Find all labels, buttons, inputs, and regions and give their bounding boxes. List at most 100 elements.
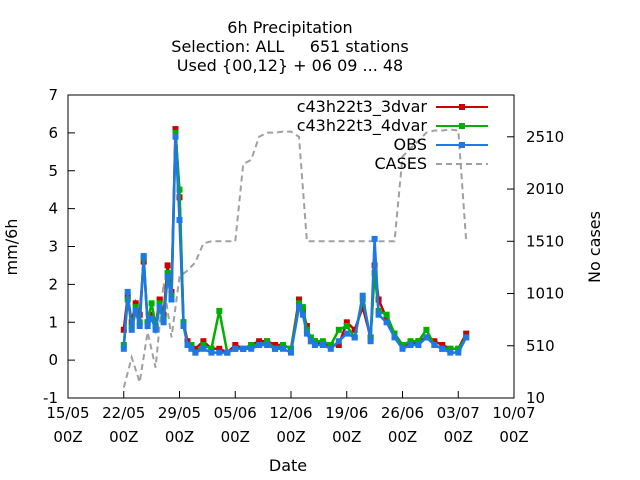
x-tick-hour: 00Z	[499, 428, 528, 446]
x-tick-date: 03/07	[437, 404, 480, 422]
data-point	[156, 300, 163, 307]
data-point	[415, 338, 422, 345]
series-cases	[122, 128, 468, 388]
data-point	[296, 300, 302, 307]
y-tick-label: 3	[48, 238, 58, 256]
x-tick-hour: 00Z	[165, 428, 194, 446]
data-point	[307, 334, 314, 341]
y-tick-label: 5	[48, 162, 58, 180]
data-point	[156, 304, 163, 311]
data-point	[319, 342, 326, 348]
x-tick-date: 10/07	[492, 404, 535, 422]
x-tick-hour: 00Z	[221, 428, 250, 446]
data-point	[359, 292, 366, 299]
legend-marker	[459, 123, 465, 129]
data-point	[407, 342, 414, 348]
y-tick-label: 1	[48, 313, 58, 331]
data-point	[136, 323, 143, 329]
x-axis-label: Date	[269, 456, 307, 475]
data-point	[240, 345, 247, 352]
y2-tick-label: 1510	[526, 232, 564, 250]
data-point	[343, 330, 350, 337]
x-tick-date: 05/06	[214, 404, 257, 422]
data-point	[256, 338, 263, 345]
data-point	[120, 326, 127, 333]
y-axis-label: mm/6h	[2, 219, 21, 276]
data-point	[439, 345, 446, 352]
legend-label: OBS	[394, 135, 427, 154]
data-point	[343, 319, 350, 326]
chart-title-line-1: 6h Precipitation	[227, 18, 352, 37]
data-point	[264, 338, 271, 345]
data-point	[463, 334, 470, 341]
data-point	[172, 133, 179, 140]
data-point	[375, 311, 382, 318]
data-point	[128, 326, 135, 333]
data-point	[391, 334, 398, 341]
x-tick-hour: 00Z	[53, 428, 82, 446]
data-point	[296, 304, 302, 311]
data-point	[351, 326, 358, 333]
data-point	[188, 342, 195, 348]
x-tick-hour: 00Z	[109, 428, 138, 446]
x-tick-hour: 00Z	[444, 428, 473, 446]
data-point	[188, 345, 195, 352]
data-point	[200, 342, 207, 348]
data-point	[335, 326, 342, 333]
data-point	[248, 345, 255, 352]
legend-label: CASES	[374, 154, 427, 173]
x-tick-hour: 00Z	[332, 428, 361, 446]
data-point	[311, 342, 318, 348]
data-point	[371, 235, 378, 242]
data-point	[224, 349, 231, 356]
data-point	[184, 342, 191, 348]
data-point	[160, 319, 167, 326]
data-point	[359, 304, 366, 311]
data-point	[272, 342, 279, 348]
data-point	[216, 345, 223, 352]
data-point	[319, 338, 326, 345]
data-point	[148, 300, 155, 307]
data-point	[232, 345, 239, 352]
data-point	[200, 338, 207, 345]
data-point	[351, 334, 358, 341]
data-point	[176, 217, 183, 223]
data-point	[132, 307, 139, 314]
x-tick-date: 26/06	[381, 404, 424, 422]
data-point	[327, 345, 334, 352]
data-point	[367, 338, 374, 345]
data-point	[164, 273, 171, 280]
data-point	[144, 323, 151, 329]
legend-label: c43h22t3_4dvar	[297, 116, 428, 136]
data-point	[299, 311, 306, 318]
data-point	[296, 296, 302, 303]
y-tick-label: 2	[48, 275, 58, 293]
data-point	[164, 262, 171, 269]
data-point	[180, 323, 187, 329]
data-point	[439, 342, 446, 348]
data-point	[168, 296, 175, 303]
chart-title-line-3: Used {00,12} + 06 09 ... 48	[177, 56, 403, 75]
data-point	[172, 129, 179, 136]
data-point	[335, 338, 342, 345]
data-point	[164, 270, 171, 276]
legend-marker	[459, 104, 465, 110]
data-point	[431, 338, 438, 345]
data-point	[399, 342, 406, 348]
legend-marker	[459, 142, 465, 148]
data-point	[140, 253, 147, 259]
x-tick-date: 15/05	[46, 404, 89, 422]
y-tick-label: 4	[48, 200, 58, 218]
data-point	[148, 311, 155, 318]
data-point	[172, 126, 179, 133]
data-point	[132, 304, 139, 311]
data-point	[447, 345, 454, 352]
chart-title-line-2: Selection: ALL 651 stations	[171, 37, 408, 56]
data-point	[264, 342, 271, 348]
data-point	[256, 342, 263, 348]
data-point	[200, 345, 207, 352]
x-tick-date: 19/06	[325, 404, 368, 422]
plot-frame	[67, 94, 515, 399]
data-point	[407, 338, 414, 345]
